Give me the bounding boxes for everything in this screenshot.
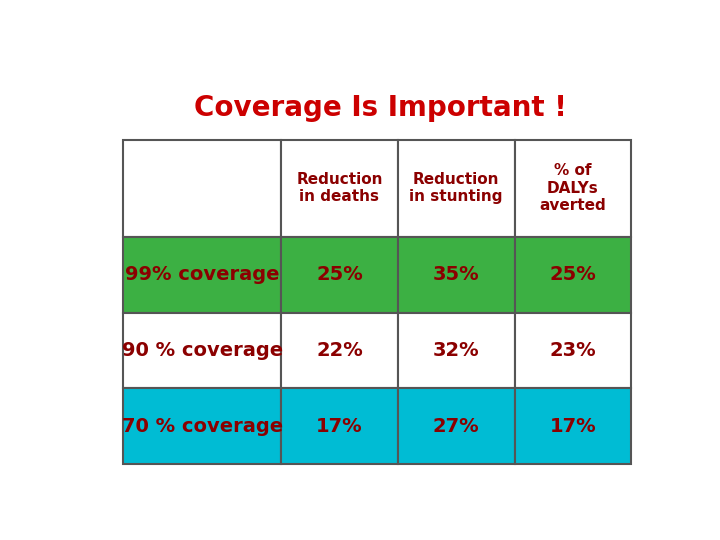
Text: 70 % coverage: 70 % coverage [122,417,283,436]
Text: Reduction
in deaths: Reduction in deaths [296,172,383,205]
FancyBboxPatch shape [515,140,631,237]
Text: 25%: 25% [549,265,596,284]
FancyBboxPatch shape [397,313,515,388]
FancyBboxPatch shape [397,237,515,313]
FancyBboxPatch shape [124,237,281,313]
FancyBboxPatch shape [515,237,631,313]
FancyBboxPatch shape [124,140,281,237]
Text: 35%: 35% [433,265,480,284]
Text: 90 % coverage: 90 % coverage [122,341,283,360]
Text: % of
DALYs
averted: % of DALYs averted [539,164,606,213]
Text: 17%: 17% [316,417,363,436]
FancyBboxPatch shape [281,388,397,464]
Text: Reduction
in stunting: Reduction in stunting [410,172,503,205]
Text: 22%: 22% [316,341,363,360]
FancyBboxPatch shape [515,313,631,388]
Text: 32%: 32% [433,341,480,360]
Text: 23%: 23% [549,341,596,360]
FancyBboxPatch shape [281,313,397,388]
FancyBboxPatch shape [515,388,631,464]
FancyBboxPatch shape [397,140,515,237]
FancyBboxPatch shape [124,313,281,388]
FancyBboxPatch shape [281,237,397,313]
Text: 17%: 17% [549,417,596,436]
Text: 99% coverage: 99% coverage [125,265,279,284]
Text: Coverage Is Important !: Coverage Is Important ! [194,94,567,122]
FancyBboxPatch shape [397,388,515,464]
Text: 25%: 25% [316,265,363,284]
FancyBboxPatch shape [281,140,397,237]
FancyBboxPatch shape [124,388,281,464]
Text: 27%: 27% [433,417,480,436]
